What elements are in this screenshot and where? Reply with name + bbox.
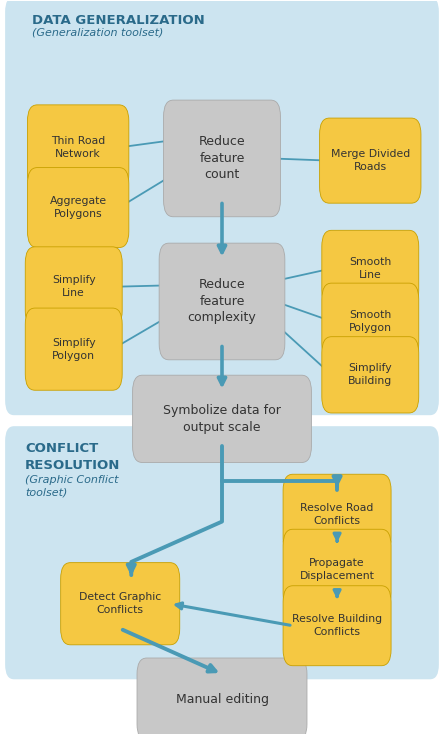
Text: CONFLICT
RESOLUTION: CONFLICT RESOLUTION <box>25 442 120 472</box>
Text: Aggregate
Polygons: Aggregate Polygons <box>50 196 107 219</box>
Text: Smooth
Polygon: Smooth Polygon <box>349 310 392 333</box>
Text: Smooth
Line: Smooth Line <box>349 257 392 280</box>
FancyBboxPatch shape <box>28 105 129 190</box>
FancyBboxPatch shape <box>163 100 281 217</box>
Text: Propagate
Displacement: Propagate Displacement <box>300 558 375 581</box>
FancyBboxPatch shape <box>283 529 391 609</box>
FancyBboxPatch shape <box>283 474 391 554</box>
Text: Reduce
feature
complexity: Reduce feature complexity <box>188 279 256 324</box>
FancyBboxPatch shape <box>61 562 180 645</box>
FancyBboxPatch shape <box>25 247 122 327</box>
FancyBboxPatch shape <box>320 118 421 203</box>
Text: Reduce
feature
count: Reduce feature count <box>198 135 246 182</box>
Text: Simplify
Polygon: Simplify Polygon <box>52 338 95 361</box>
FancyBboxPatch shape <box>322 283 419 359</box>
Text: Simplify
Building: Simplify Building <box>348 363 392 386</box>
Text: Symbolize data for
output scale: Symbolize data for output scale <box>163 404 281 434</box>
FancyBboxPatch shape <box>322 337 419 413</box>
Text: Detect Graphic
Conflicts: Detect Graphic Conflicts <box>79 592 161 615</box>
Text: Resolve Building
Conflicts: Resolve Building Conflicts <box>292 614 382 637</box>
FancyBboxPatch shape <box>283 586 391 666</box>
FancyBboxPatch shape <box>25 308 122 390</box>
FancyBboxPatch shape <box>137 658 307 735</box>
FancyBboxPatch shape <box>322 230 419 306</box>
Text: DATA GENERALIZATION: DATA GENERALIZATION <box>32 14 204 27</box>
FancyBboxPatch shape <box>159 243 285 360</box>
FancyBboxPatch shape <box>28 168 129 248</box>
Text: (Generalization toolset): (Generalization toolset) <box>32 28 163 37</box>
Text: Simplify
Line: Simplify Line <box>52 276 95 298</box>
FancyBboxPatch shape <box>5 0 439 415</box>
Text: Manual editing: Manual editing <box>175 692 269 706</box>
Text: Resolve Road
Conflicts: Resolve Road Conflicts <box>301 503 374 526</box>
FancyBboxPatch shape <box>133 375 311 462</box>
Text: Merge Divided
Roads: Merge Divided Roads <box>331 149 410 172</box>
Text: (Graphic Conflict
toolset): (Graphic Conflict toolset) <box>25 476 119 498</box>
FancyBboxPatch shape <box>5 426 439 679</box>
Text: Thin Road
Network: Thin Road Network <box>51 136 105 159</box>
